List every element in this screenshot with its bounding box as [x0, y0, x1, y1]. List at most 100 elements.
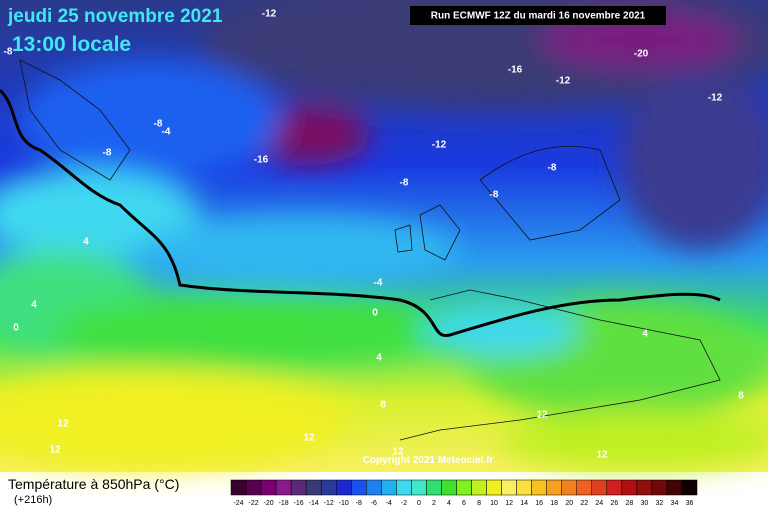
legend-swatch — [516, 479, 532, 496]
legend: Température à 850hPa (°C) (+216h) -24 -22… — [8, 476, 698, 507]
legend-label: 14 — [520, 500, 528, 507]
legend-label: 34 — [671, 500, 679, 507]
legend-label: -22 — [248, 500, 258, 507]
contour-label: 8 — [738, 391, 744, 402]
legend-label: -12 — [324, 500, 334, 507]
legend-label: 18 — [550, 500, 558, 507]
legend-swatch — [426, 479, 442, 496]
legend-label: -18 — [279, 500, 289, 507]
legend-label: -10 — [339, 500, 349, 507]
legend-label: -8 — [356, 500, 362, 507]
legend-label: -14 — [309, 500, 319, 507]
contour-label: 12 — [303, 433, 315, 444]
contour-label: -12 — [432, 140, 447, 151]
legend-label: 4 — [447, 500, 451, 507]
contour-label: -8 — [548, 163, 557, 174]
contour-label: -12 — [262, 9, 277, 20]
legend-swatch — [381, 479, 397, 496]
legend-swatch — [260, 479, 277, 496]
legend-label: 8 — [477, 500, 481, 507]
contour-label: -4 — [162, 127, 171, 138]
legend-swatch — [486, 479, 502, 496]
legend-subtitle: (+216h) — [14, 494, 52, 506]
legend-label: 2 — [432, 500, 436, 507]
time: 13:00 locale — [12, 33, 131, 56]
legend-label: 0 — [417, 500, 421, 507]
legend-swatch — [456, 479, 472, 496]
contour-label: 0 — [372, 308, 378, 319]
legend-label: 32 — [656, 500, 664, 507]
contour-label: 4 — [83, 237, 89, 248]
legend-swatch — [411, 479, 427, 496]
legend-swatch — [651, 479, 668, 496]
run-info: Run ECMWF 12Z du mardi 16 novembre 2021 — [431, 11, 646, 22]
contour-label: -12 — [556, 76, 571, 87]
date: jeudi 25 novembre 2021 — [7, 6, 223, 27]
legend-swatch — [546, 479, 562, 496]
contour-label: 12 — [57, 419, 69, 430]
legend-swatch — [606, 479, 623, 496]
contour-label: 12 — [536, 410, 548, 421]
legend-swatch — [441, 479, 457, 496]
legend-label: -20 — [264, 500, 274, 507]
legend-swatch — [636, 479, 653, 496]
legend-swatch — [305, 479, 322, 496]
legend-swatch — [531, 479, 547, 496]
legend-swatch — [621, 479, 638, 496]
legend-title: Température à 850hPa (°C) — [8, 476, 179, 492]
legend-swatch — [471, 479, 487, 496]
map-area: -12-8-16-12-20-12-8-4-8-16-12-8-8-84-404… — [0, 0, 768, 472]
contour-label: 4 — [31, 300, 37, 311]
legend-swatch — [591, 479, 608, 496]
legend-label: -6 — [371, 500, 377, 507]
contour-label: -16 — [254, 155, 269, 166]
legend-label: 20 — [565, 500, 573, 507]
legend-label: 36 — [686, 500, 694, 507]
legend-label: 22 — [580, 500, 588, 507]
legend-swatch — [230, 479, 247, 496]
contour-label: -8 — [4, 47, 13, 58]
legend-swatch — [666, 479, 683, 496]
legend-label: -24 — [233, 500, 243, 507]
legend-label: 12 — [505, 500, 513, 507]
contour-label: 12 — [596, 450, 608, 461]
contour-label: -8 — [154, 119, 163, 130]
contour-label: -8 — [490, 190, 499, 201]
legend-swatch — [366, 479, 382, 496]
legend-swatch — [351, 479, 367, 496]
legend-swatch — [320, 479, 337, 496]
legend-label: 28 — [625, 500, 633, 507]
legend-label: -2 — [401, 500, 407, 507]
legend-swatch — [290, 479, 307, 496]
legend-swatch — [561, 479, 577, 496]
legend-swatch — [576, 479, 593, 496]
legend-label: 26 — [610, 500, 618, 507]
contour-label: -16 — [508, 65, 523, 76]
contour-label: 4 — [376, 353, 382, 364]
legend-swatch — [396, 479, 412, 496]
contour-label: 8 — [380, 400, 386, 411]
legend-label: -16 — [294, 500, 304, 507]
legend-label: -4 — [386, 500, 392, 507]
contour-label: -4 — [374, 278, 383, 289]
contour-label: -8 — [400, 178, 409, 189]
legend-swatch — [501, 479, 517, 496]
contour-label: 12 — [392, 447, 404, 458]
contour-label: 4 — [642, 329, 648, 340]
contour-label: 12 — [49, 445, 61, 456]
legend-label: 10 — [490, 500, 498, 507]
contour-label: -20 — [634, 49, 649, 60]
contour-label: -12 — [708, 93, 723, 104]
legend-label: 6 — [462, 500, 466, 507]
legend-swatch — [275, 479, 292, 496]
legend-swatch — [681, 479, 698, 496]
legend-swatch — [335, 479, 352, 496]
contour-label: 0 — [13, 323, 19, 334]
contour-label: -8 — [103, 148, 112, 159]
legend-swatch — [245, 479, 262, 496]
legend-label: 24 — [595, 500, 603, 507]
legend-label: 16 — [535, 500, 543, 507]
copyright: Copyright 2021 Meteociel.fr — [363, 455, 494, 466]
